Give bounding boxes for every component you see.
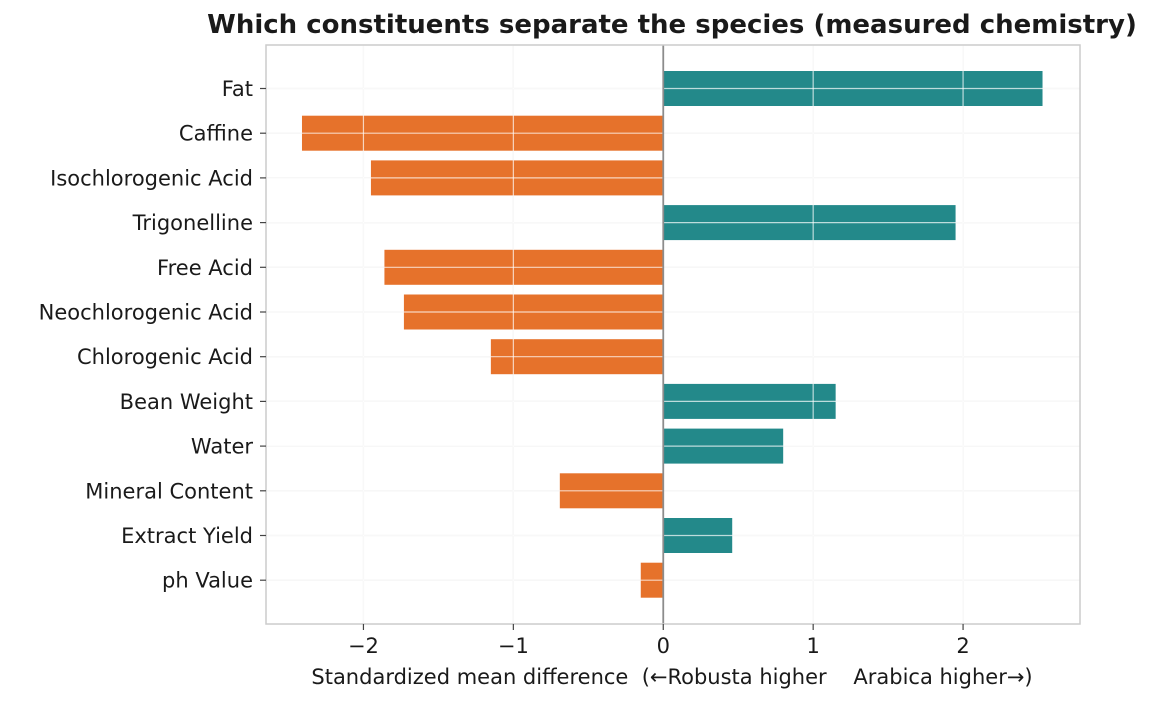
x-tick-label: −2 xyxy=(348,634,379,658)
category-label: Extract Yield xyxy=(121,524,253,548)
category-label: Trigonelline xyxy=(132,211,253,235)
category-label: Water xyxy=(191,435,253,459)
category-label: Free Acid xyxy=(157,256,253,280)
x-axis-label: Standardized mean difference (←Robusta h… xyxy=(311,665,1032,689)
category-label: Bean Weight xyxy=(120,390,253,414)
x-tick-label: 2 xyxy=(956,634,969,658)
x-tick-label: 1 xyxy=(806,634,819,658)
category-label: ph Value xyxy=(162,569,253,593)
chart-title: Which constituents separate the species … xyxy=(207,10,1137,40)
plot-frame xyxy=(265,44,1081,625)
x-tick-label: −1 xyxy=(498,634,529,658)
category-label: Neochlorogenic Acid xyxy=(39,301,253,325)
category-label: Caffine xyxy=(179,122,253,146)
category-label: Chlorogenic Acid xyxy=(77,345,253,369)
category-label: Fat xyxy=(222,77,253,101)
overlay-grid xyxy=(266,45,1080,624)
axes: Fat Caffine Isochlorogenic Acid Trigonellin… xyxy=(39,44,1081,658)
category-label: Isochlorogenic Acid xyxy=(50,166,253,190)
category-label: Mineral Content xyxy=(85,479,253,503)
bars xyxy=(301,71,1043,598)
x-tick-label: 0 xyxy=(657,634,670,658)
